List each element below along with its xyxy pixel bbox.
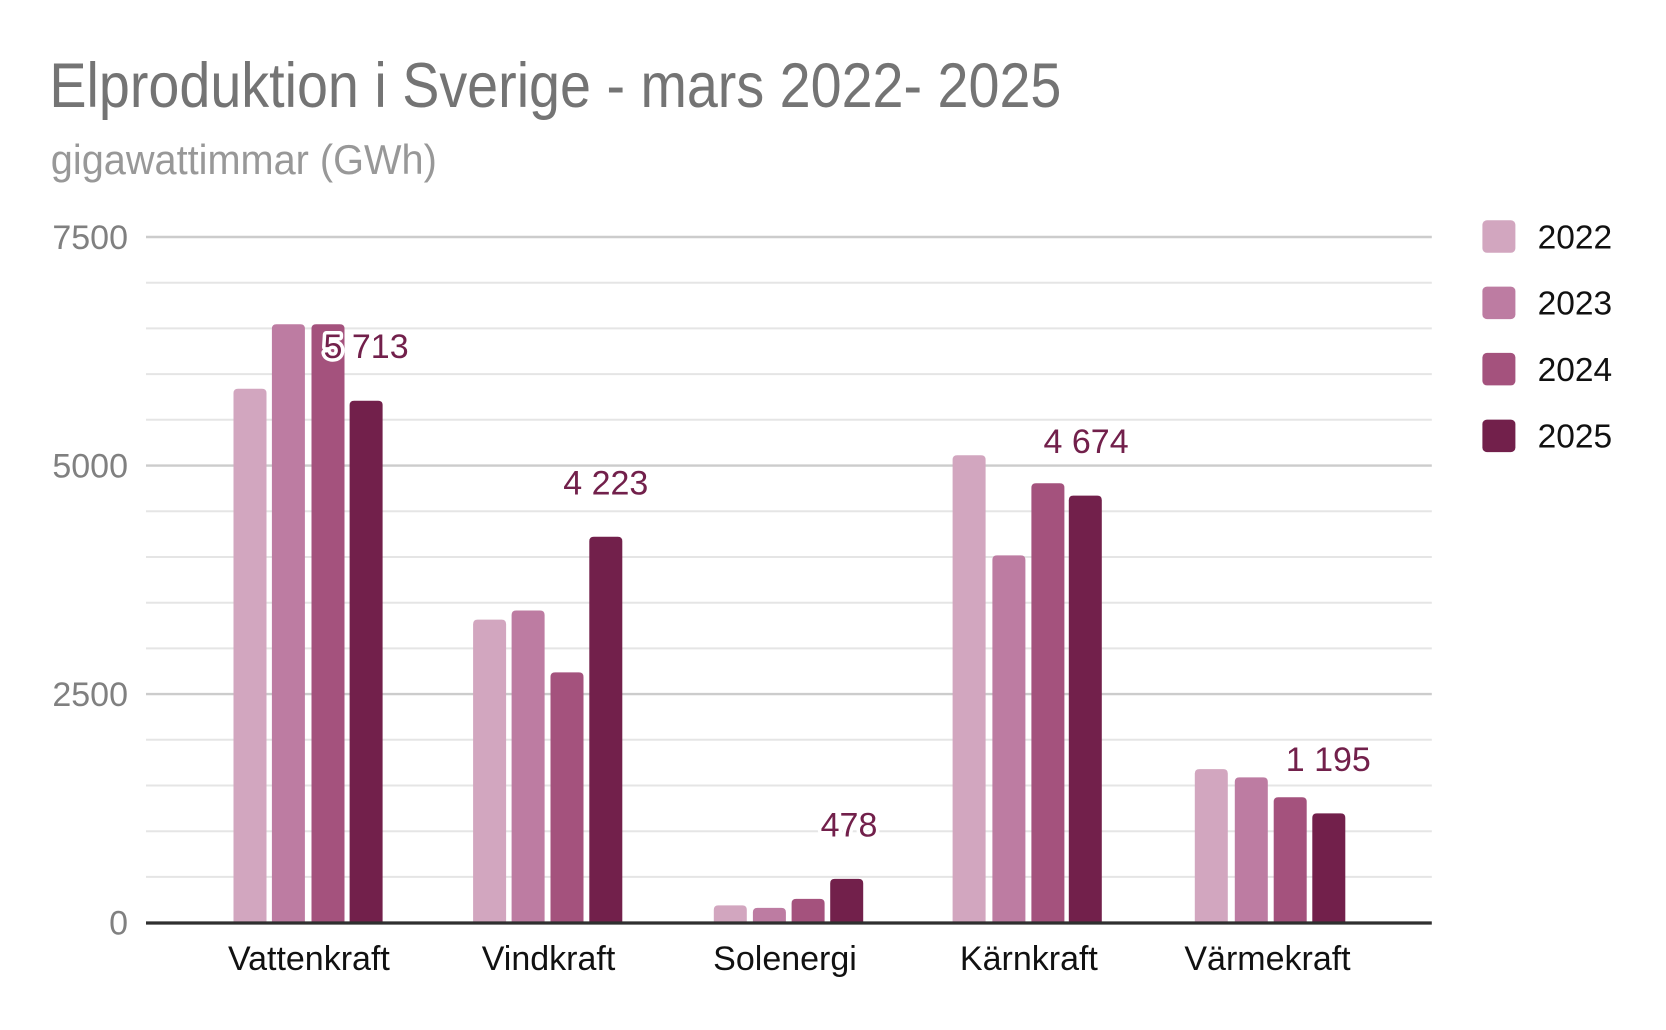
svg-text:2022: 2022: [1538, 219, 1613, 256]
svg-text:4 674: 4 674: [1044, 423, 1129, 461]
svg-text:Vindkraft: Vindkraft: [482, 940, 616, 978]
svg-text:Värmekraft: Värmekraft: [1184, 940, 1351, 978]
svg-text:7500: 7500: [52, 219, 128, 257]
svg-text:5000: 5000: [52, 447, 128, 485]
svg-text:Vattenkraft: Vattenkraft: [228, 940, 390, 978]
svg-text:2500: 2500: [52, 676, 128, 714]
svg-text:Kärnkraft: Kärnkraft: [960, 940, 1098, 978]
svg-text:1 195: 1 195: [1286, 741, 1371, 779]
svg-text:2024: 2024: [1538, 352, 1613, 389]
svg-text:478: 478: [821, 806, 878, 844]
svg-text:0: 0: [109, 904, 128, 942]
svg-text:5 713: 5 713: [324, 328, 409, 366]
svg-text:Solenergi: Solenergi: [713, 940, 857, 978]
svg-text:2025: 2025: [1538, 419, 1613, 456]
svg-text:gigawattimmar (GWh): gigawattimmar (GWh): [51, 136, 437, 183]
svg-text:4 223: 4 223: [563, 464, 648, 502]
svg-text:2023: 2023: [1538, 286, 1613, 323]
svg-text:Elproduktion i Sverige - mars: Elproduktion i Sverige - mars 2022- 2025: [49, 51, 1061, 121]
